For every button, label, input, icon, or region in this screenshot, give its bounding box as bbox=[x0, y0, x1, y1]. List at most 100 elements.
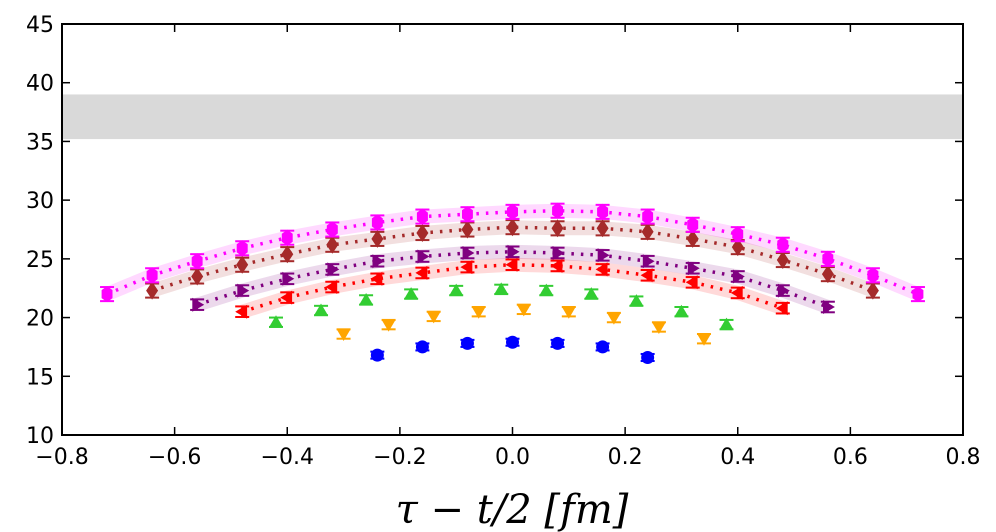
data-point bbox=[550, 258, 565, 273]
data-point bbox=[145, 281, 160, 300]
marker-triangle-right bbox=[417, 249, 430, 264]
y-tick-label: 35 bbox=[26, 130, 54, 155]
data-point bbox=[775, 301, 790, 316]
y-tick-label: 15 bbox=[26, 365, 54, 390]
data-point bbox=[336, 328, 351, 341]
marker-triangle-right bbox=[462, 246, 475, 260]
marker-triangle-down bbox=[561, 306, 576, 319]
marker-triangle-left bbox=[550, 258, 563, 273]
marker-triangle-up bbox=[539, 283, 554, 296]
marker-hexagon bbox=[552, 202, 563, 219]
marker-triangle-left bbox=[730, 285, 743, 300]
marker-triangle-down bbox=[471, 306, 486, 319]
data-point bbox=[494, 282, 509, 296]
data-point bbox=[370, 214, 385, 231]
data-point bbox=[696, 333, 711, 346]
marker-hexagon bbox=[732, 226, 744, 243]
marker-triangle-right bbox=[192, 297, 205, 312]
marker-diamond bbox=[641, 222, 654, 241]
data-point bbox=[370, 271, 385, 286]
marker-hexagon bbox=[146, 267, 158, 284]
data-point bbox=[190, 297, 205, 312]
marker-diamond bbox=[371, 229, 384, 248]
marker-hexagon bbox=[912, 286, 924, 303]
x-tick-label: −0.4 bbox=[261, 445, 314, 470]
marker-triangle-down bbox=[381, 319, 396, 332]
marker-triangle-left bbox=[280, 290, 293, 305]
data-point bbox=[775, 283, 790, 298]
data-point bbox=[730, 238, 745, 257]
data-point bbox=[370, 254, 385, 269]
marker-hexagon bbox=[191, 253, 203, 270]
marker-triangle-up bbox=[314, 303, 328, 316]
data-point bbox=[505, 218, 520, 237]
data-point bbox=[550, 219, 565, 238]
marker-diamond bbox=[686, 229, 699, 248]
marker-hexagon bbox=[642, 208, 654, 225]
marker-diamond bbox=[191, 267, 204, 286]
marker-hexagon bbox=[101, 286, 113, 303]
marker-triangle-left bbox=[370, 271, 383, 286]
data-point bbox=[505, 203, 520, 220]
marker-hexagon bbox=[822, 250, 834, 267]
data-point bbox=[775, 251, 790, 269]
marker-hexagon bbox=[416, 208, 428, 225]
marker-diamond bbox=[506, 218, 519, 237]
data-point bbox=[640, 222, 655, 241]
marker-hexagon bbox=[371, 214, 383, 231]
marker-triangle-down bbox=[426, 311, 441, 324]
data-point bbox=[325, 235, 340, 254]
data-point bbox=[730, 269, 745, 284]
data-point bbox=[325, 262, 340, 277]
marker-circle bbox=[415, 340, 429, 354]
marker-triangle-left bbox=[235, 304, 248, 319]
data-point bbox=[359, 293, 374, 306]
data-point bbox=[460, 336, 475, 350]
data-point bbox=[730, 226, 745, 243]
data-point bbox=[595, 340, 610, 354]
x-tick-label: 0.8 bbox=[946, 445, 981, 470]
data-point bbox=[584, 287, 599, 300]
data-point bbox=[235, 283, 250, 298]
reference-band bbox=[62, 94, 963, 140]
marker-hexagon bbox=[777, 236, 789, 253]
marker-triangle-right bbox=[237, 283, 250, 298]
data-point bbox=[775, 236, 790, 253]
marker-triangle-left bbox=[505, 257, 518, 272]
x-axis-label: τ − t/2 [fm] bbox=[396, 487, 629, 532]
data-point bbox=[595, 262, 610, 277]
marker-diamond bbox=[281, 245, 294, 264]
marker-triangle-left bbox=[325, 280, 338, 294]
data-point bbox=[370, 348, 385, 362]
x-tick-label: 0.4 bbox=[720, 445, 755, 470]
data-point bbox=[314, 303, 329, 317]
marker-triangle-left bbox=[595, 262, 608, 277]
data-point bbox=[865, 267, 880, 284]
data-point bbox=[190, 253, 205, 270]
marker-hexagon bbox=[281, 229, 293, 246]
data-point bbox=[719, 317, 734, 331]
marker-hexagon bbox=[867, 267, 879, 284]
marker-diamond bbox=[236, 255, 249, 274]
marker-diamond bbox=[461, 220, 474, 239]
marker-triangle-left bbox=[640, 268, 653, 283]
marker-triangle-right bbox=[823, 300, 835, 314]
data-point bbox=[505, 257, 520, 272]
data-point bbox=[595, 248, 610, 263]
data-point bbox=[415, 265, 430, 280]
data-point bbox=[460, 206, 475, 223]
y-tick-label: 25 bbox=[26, 248, 54, 273]
data-point bbox=[280, 290, 295, 305]
data-point bbox=[505, 244, 520, 259]
data-point bbox=[505, 335, 520, 349]
marker-triangle-left bbox=[415, 265, 428, 280]
data-point bbox=[404, 287, 419, 300]
data-point bbox=[550, 246, 565, 260]
data-point bbox=[145, 267, 160, 284]
marker-triangle-up bbox=[674, 304, 689, 317]
marker-hexagon bbox=[507, 203, 518, 220]
data-point bbox=[370, 229, 385, 248]
marker-circle bbox=[641, 350, 655, 364]
marker-hexagon bbox=[687, 216, 699, 233]
marker-triangle-down bbox=[651, 322, 666, 334]
